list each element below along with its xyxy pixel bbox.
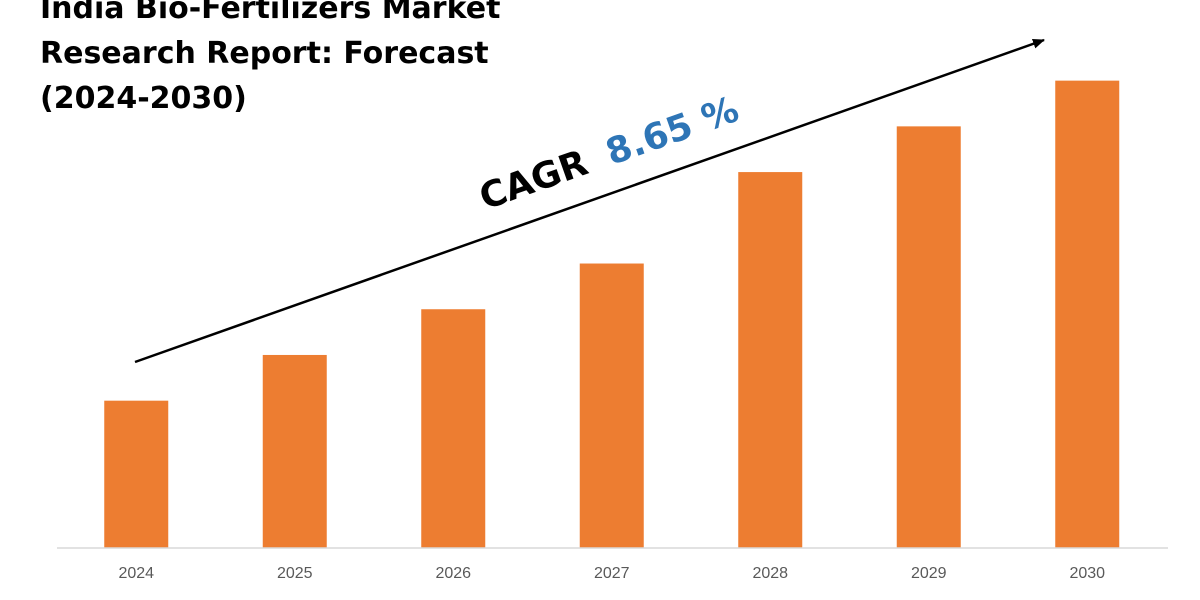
bar-2026	[421, 309, 486, 548]
bar-2030	[1055, 80, 1120, 548]
x-tick-label-2030: 2030	[1069, 565, 1105, 582]
bar-2025	[262, 354, 327, 548]
bar-2029	[896, 126, 961, 549]
cagr-annotation: CAGR 8.65 %	[474, 89, 744, 218]
title-line-1: India Bio-Fertilizers Market	[40, 0, 501, 26]
x-tick-label-2024: 2024	[118, 565, 154, 582]
x-tick-label-2025: 2025	[277, 565, 313, 582]
x-tick-label-2028: 2028	[752, 565, 788, 582]
x-tick-label-2029: 2029	[911, 565, 947, 582]
bar-series	[104, 80, 1120, 549]
x-axis-tick-labels: 2024 2025 2026 2027 2028 2029 2030	[118, 565, 1105, 582]
title-line-3: (2024-2030)	[40, 81, 247, 116]
trend-arrow	[134, 38, 1045, 364]
chart-title: India Bio-Fertilizers Market Research Re…	[40, 0, 560, 121]
x-tick-label-2026: 2026	[435, 565, 471, 582]
cagr-value: 8.65 %	[601, 89, 744, 174]
bar-2024	[104, 400, 169, 548]
title-line-2: Research Report: Forecast	[40, 36, 489, 71]
bar-2028	[738, 172, 803, 548]
bar-2027	[579, 263, 644, 548]
x-tick-label-2027: 2027	[594, 565, 630, 582]
